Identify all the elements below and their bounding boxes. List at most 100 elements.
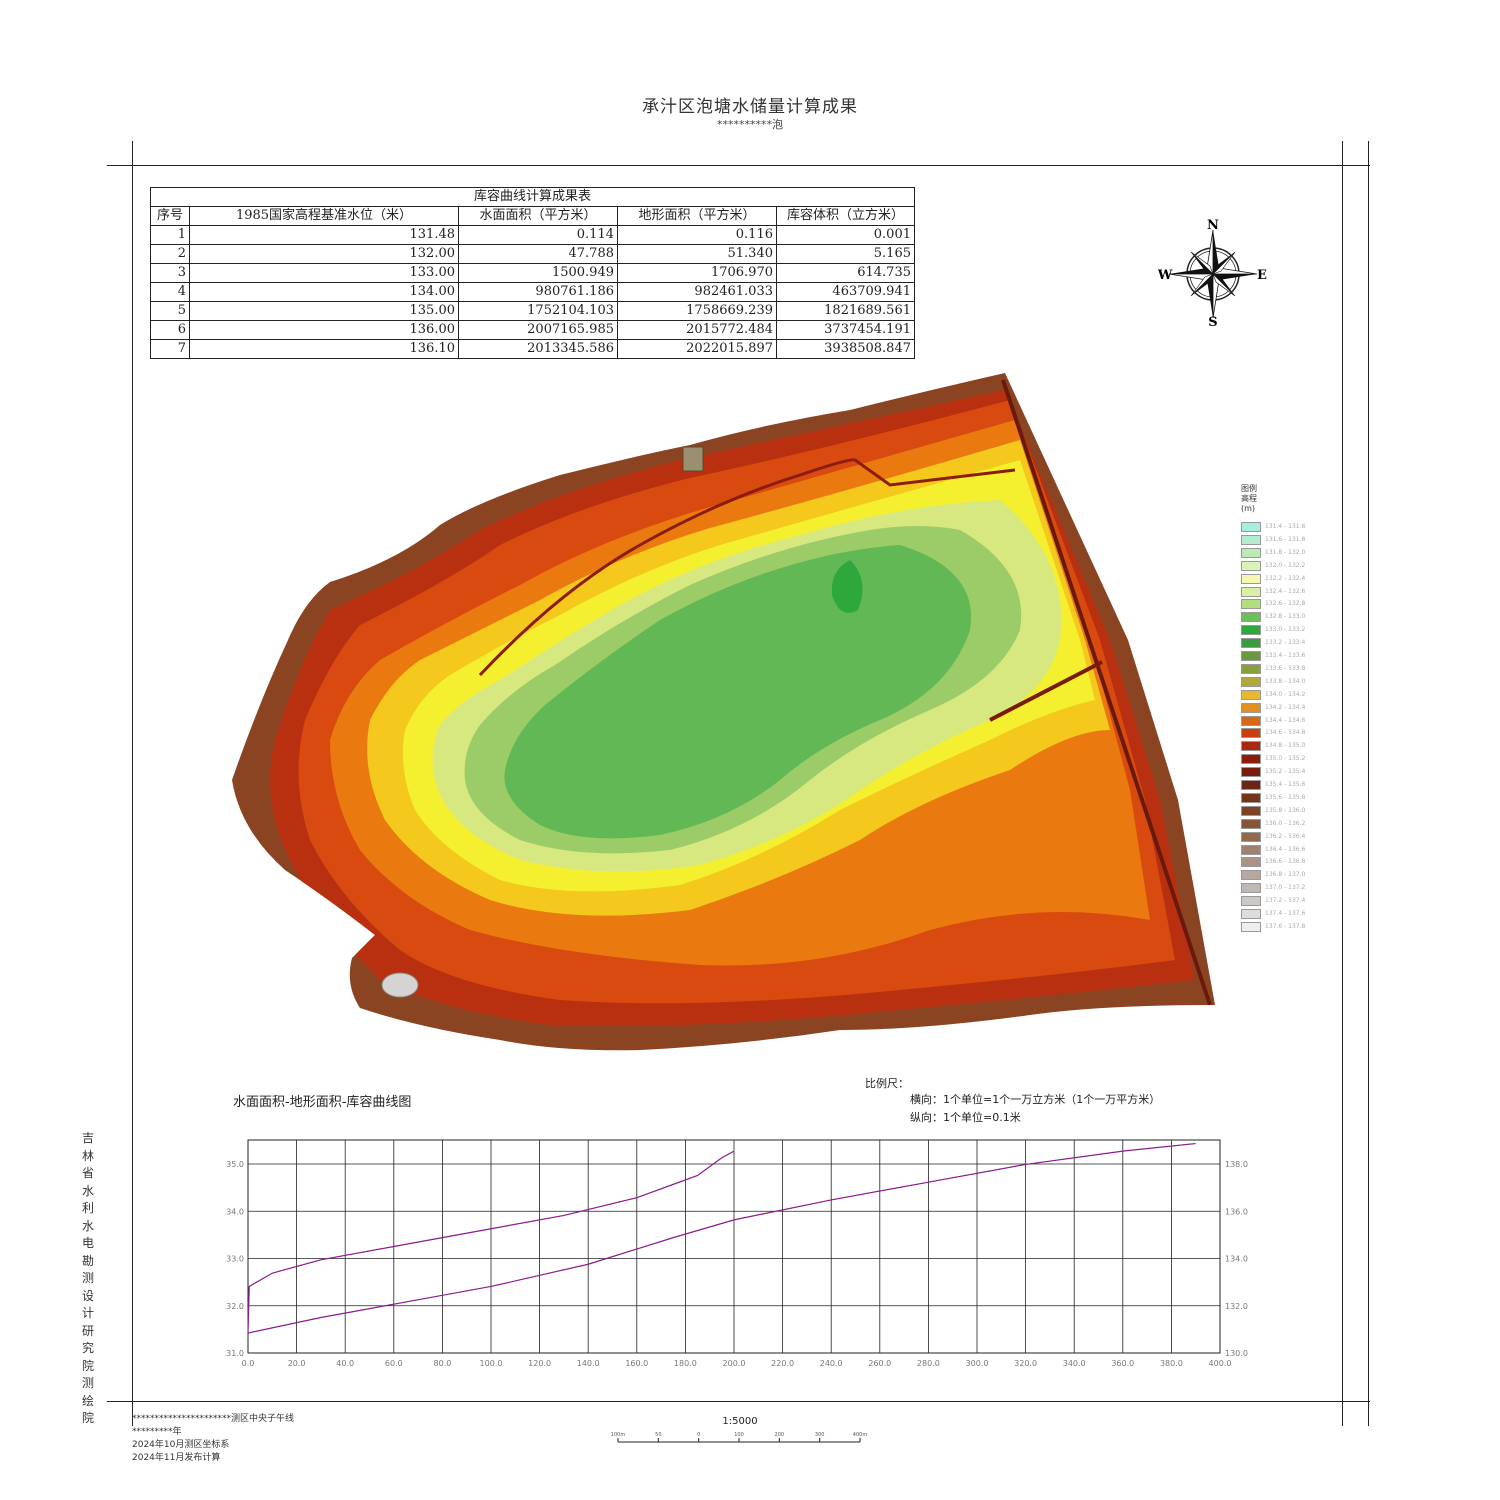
organization-vertical-label: 吉林省水利水电勘测设计研究院测绘院: [78, 1130, 98, 1428]
table-row: 7 136.10 2013345.586 2022015.897 3938508.847: [150, 339, 915, 359]
bar-scale-tick-label: 400m: [853, 1432, 868, 1438]
legend-swatch: [1241, 651, 1261, 661]
compass-rose: N S E W: [1158, 218, 1267, 330]
chart-y-right-tick-label: 130.0: [1225, 1349, 1248, 1358]
legend-item: 131.6 - 131.8: [1241, 534, 1321, 545]
bar-scale: 100m 50 0 100 200 300 400m: [611, 1432, 868, 1443]
frame-top-line: [107, 165, 1370, 166]
organization-char: 研: [81, 1323, 94, 1338]
legend-item: 131.4 - 131.6: [1241, 522, 1321, 532]
compass-e-label: E: [1257, 268, 1267, 283]
frame-left-line: [132, 141, 133, 1426]
legend-swatch: [1241, 534, 1261, 545]
legend-label: 133.4 - 133.6: [1265, 652, 1306, 659]
chart-x-tick-label: 400.0: [1209, 1359, 1232, 1368]
chart-x-tick-label: 220.0: [771, 1359, 794, 1368]
legend-item: 132.2 - 132.4: [1241, 573, 1321, 584]
legend-label: 136.4 - 136.6: [1265, 845, 1306, 853]
legend-swatch: [1241, 547, 1261, 558]
legend-item: 131.8 - 132.0: [1241, 547, 1321, 558]
chart-x-tick-label: 60.0: [385, 1359, 403, 1368]
chart-x-tick-label: 20.0: [288, 1359, 306, 1368]
legend-label: 133.0 - 133.2: [1265, 626, 1306, 634]
compass-n-label: N: [1207, 218, 1219, 233]
legend-item: 133.8 - 134.0: [1241, 676, 1321, 687]
footer-line-2: *********年: [132, 1427, 182, 1437]
capacity-table: 库容曲线计算成果表 序号 1985国家高程基准水位（米） 水面面积（平方米） 地…: [150, 187, 915, 359]
bar-scale-tick-label: 100m: [611, 1432, 626, 1438]
map-circular-structure: [381, 972, 419, 998]
legend-item: 137.2 - 137.4: [1241, 896, 1321, 907]
legend-swatch: [1241, 638, 1261, 649]
header-water-area: 水面面积（平方米）: [458, 206, 618, 226]
legend-label: 136.8 - 137.0: [1265, 871, 1306, 879]
legend-label: 135.4 - 135.6: [1265, 781, 1306, 788]
chart-y-left-tick-label: 135.0: [225, 1160, 244, 1169]
table-row: 3 133.00 1500.949 1706.970 614.735: [150, 263, 915, 283]
legend-item: 134.0 - 134.2: [1241, 689, 1321, 700]
legend-swatch: [1241, 844, 1261, 855]
legend-label: 131.6 - 131.8: [1265, 535, 1306, 543]
chart-x-tick-label: 120.0: [528, 1359, 551, 1368]
legend-item: 134.4 - 134.6: [1241, 715, 1321, 726]
map-scale-ratio: 1:5000: [722, 1416, 758, 1427]
capacity-curve-chart: 0.0 20.0 40.0 60.0 80.0 100.0 120.0 140.0 160.0 1…: [225, 1139, 1248, 1368]
chart-y-left-tick-label: 132.0: [225, 1302, 244, 1311]
legend-label: 132.6 - 132.8: [1265, 600, 1306, 608]
chart-x-tick-label: 340.0: [1063, 1359, 1086, 1368]
organization-char: 计: [81, 1306, 94, 1320]
legend-swatch: [1241, 857, 1261, 868]
map-north-canal: [478, 458, 1016, 677]
table-row: 5 135.00 1752104.103 1758669.239 1821689.561: [150, 301, 915, 321]
legend-item: 134.2 - 134.4: [1241, 702, 1321, 713]
legend-label: 132.4 - 132.6: [1265, 587, 1306, 595]
legend-swatch: [1241, 625, 1261, 636]
legend-swatch: [1241, 870, 1261, 881]
page-title: 承汁区泡塘水储量计算成果: [642, 97, 858, 117]
capacity-table-title: 库容曲线计算成果表: [150, 187, 915, 207]
page-subtitle: **********泡: [717, 118, 783, 131]
map-building: [682, 446, 704, 472]
legend-item: 135.6 - 135.8: [1241, 792, 1321, 803]
organization-char: 林: [81, 1148, 94, 1163]
legend-label: 131.4 - 131.6: [1265, 523, 1306, 530]
map-east-edge-road: [1001, 379, 1212, 1006]
chart-title: 水面面积-地形面积-库容曲线图: [233, 1095, 412, 1110]
legend-item: 137.6 - 137.8: [1241, 921, 1321, 932]
legend-item: 136.4 - 136.6: [1241, 844, 1321, 855]
legend-label: 136.0 - 136.2: [1265, 819, 1306, 827]
organization-char: 电: [81, 1236, 94, 1250]
chart-series-line-0: [247, 1150, 735, 1334]
chart-y-right-tick-label: 134.0: [1225, 1255, 1248, 1264]
organization-char: 测: [81, 1271, 94, 1285]
legend-swatch: [1241, 909, 1261, 919]
legend-swatch: [1241, 689, 1261, 700]
legend-label: 137.4 - 137.6: [1265, 910, 1306, 917]
legend-label: 132.2 - 132.4: [1265, 574, 1306, 582]
organization-char: 测: [81, 1376, 94, 1390]
legend-label: 137.0 - 137.2: [1265, 884, 1306, 892]
organization-char: 勘: [81, 1253, 94, 1268]
legend-label: 131.8 - 132.0: [1265, 548, 1306, 556]
legend-item: 134.8 - 135.0: [1241, 741, 1321, 752]
chart-x-tick-label: 200.0: [723, 1359, 746, 1368]
legend-item: 134.6 - 134.8: [1241, 728, 1321, 739]
footer-line-4: 2024年11月发布计算: [132, 1453, 221, 1463]
frame-outer-right-line: [1368, 141, 1369, 1426]
bar-scale-tick-label: 100: [734, 1432, 744, 1438]
legend-swatch: [1241, 728, 1261, 739]
chart-x-tick-label: 80.0: [433, 1359, 451, 1368]
table-row: 6 136.00 2007165.985 2015772.484 3737454.191: [150, 320, 915, 340]
legend-label: 137.2 - 137.4: [1265, 897, 1306, 905]
legend-title: 图例 高程 (m): [1241, 484, 1257, 513]
legend-item: 137.4 - 137.6: [1241, 909, 1321, 919]
table-row: 2 132.00 47.788 51.340 5.165: [150, 244, 915, 264]
map-east-dike: [989, 660, 1103, 722]
legend-label: 134.6 - 134.8: [1265, 729, 1306, 737]
chart-x-tick-label: 360.0: [1111, 1359, 1134, 1368]
legend-label: 136.6 - 136.8: [1265, 858, 1306, 866]
organization-char: 院: [81, 1358, 94, 1373]
legend-swatch: [1241, 767, 1261, 778]
header-capacity: 库容体积（立方米）: [776, 206, 915, 226]
organization-char: 水: [81, 1183, 94, 1198]
